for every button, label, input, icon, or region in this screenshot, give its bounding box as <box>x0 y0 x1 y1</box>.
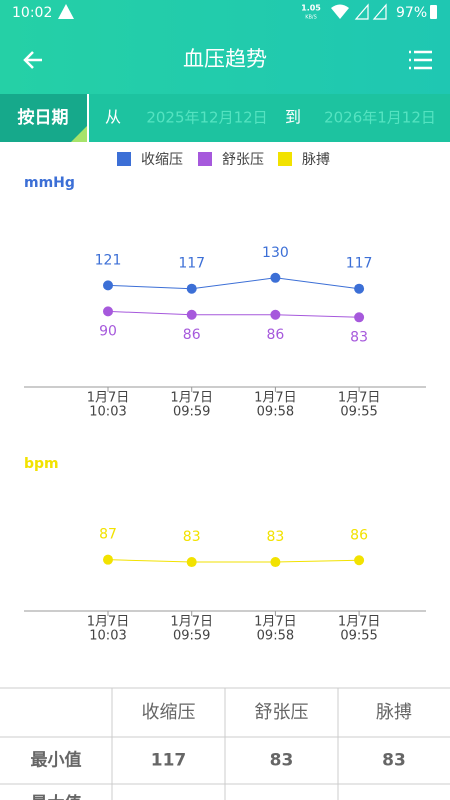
header-cell: 舒张压 <box>255 702 309 723</box>
data-point <box>103 280 113 291</box>
net-unit: KB/S <box>305 15 317 21</box>
cell: 83 <box>382 751 406 771</box>
x-tick-label: 10:03 <box>89 405 126 420</box>
data-point <box>186 309 197 320</box>
legend-label: 舒张压 <box>222 152 264 168</box>
data-label: 90 <box>99 323 117 339</box>
x-tick-label: 09:59 <box>173 629 210 644</box>
data-point <box>186 557 197 568</box>
x-tick-label: 1月7日 <box>338 391 381 406</box>
tab-corner <box>71 126 87 142</box>
end-date[interactable]: 2026年1月12日 <box>324 109 436 127</box>
y-axis-label: mmHg <box>24 175 75 191</box>
data-label: 86 <box>350 527 368 543</box>
mode-label: 按日期 <box>18 107 69 128</box>
legend-swatch <box>198 152 212 166</box>
data-point <box>270 272 281 283</box>
clock: 10:02 <box>12 5 52 21</box>
data-label: 117 <box>178 256 205 272</box>
header-cell: 收缩压 <box>142 702 196 723</box>
x-tick-label: 09:58 <box>257 405 294 420</box>
page-title: 血压趋势 <box>183 47 267 71</box>
series-line <box>107 559 360 563</box>
x-tick-label: 10:03 <box>89 629 126 644</box>
cell: 117 <box>151 751 187 771</box>
data-label: 121 <box>95 252 122 268</box>
legend-swatch <box>278 152 292 166</box>
x-tick-label: 09:55 <box>340 405 377 420</box>
y-axis-label: bpm <box>24 456 59 472</box>
data-point <box>103 306 113 317</box>
data-label: 83 <box>183 529 201 545</box>
from-label: 从 <box>105 108 121 127</box>
legend-swatch <box>117 152 131 166</box>
data-label: 117 <box>346 256 373 272</box>
menu-button[interactable] <box>409 50 432 70</box>
data-point <box>186 283 197 294</box>
x-tick-label: 1月7日 <box>254 615 297 630</box>
battery: 97% <box>396 5 427 21</box>
data-label: 86 <box>266 327 284 343</box>
app-bar <box>0 0 450 94</box>
data-label: 87 <box>99 527 117 543</box>
data-point <box>270 557 281 568</box>
back-button[interactable] <box>23 51 42 69</box>
net-speed: 1.05 <box>301 4 321 13</box>
x-tick-label: 09:55 <box>340 629 377 644</box>
data-point <box>270 309 281 320</box>
series-line <box>107 310 360 318</box>
header-cell: 脉搏 <box>376 702 412 723</box>
legend-label: 脉搏 <box>302 151 330 168</box>
wifi-icon <box>331 4 349 19</box>
x-tick-label: 1月7日 <box>254 391 297 406</box>
charts: 收缩压 舒张压 脉搏mmHg1月7日10:031月7日09:591月7日09:581… <box>24 151 426 644</box>
data-label: 83 <box>266 529 284 545</box>
warning-icon <box>58 4 74 19</box>
x-tick-label: 1月7日 <box>87 615 130 630</box>
x-tick-label: 1月7日 <box>170 615 213 630</box>
data-point <box>354 555 365 566</box>
x-tick-label: 1月7日 <box>87 391 130 406</box>
x-tick-label: 1月7日 <box>338 615 381 630</box>
data-point <box>354 312 365 323</box>
signal-icon <box>354 3 387 20</box>
row-label: 最小值 <box>31 750 82 771</box>
mode-tab[interactable] <box>0 94 87 142</box>
series-line <box>107 277 360 290</box>
x-tick-label: 1月7日 <box>170 391 213 406</box>
start-date[interactable]: 2025年12月12日 <box>146 109 267 127</box>
data-point <box>103 554 113 565</box>
x-tick-label: 09:58 <box>257 629 294 644</box>
to-label: 到 <box>285 108 301 127</box>
x-tick-label: 09:59 <box>173 405 210 420</box>
data-label: 86 <box>183 327 201 343</box>
cell: 83 <box>270 751 294 771</box>
data-point <box>354 283 365 294</box>
legend-label: 收缩压 <box>141 152 183 168</box>
data-label: 130 <box>262 245 289 261</box>
divider <box>87 94 89 142</box>
row-label: 最大值 <box>31 793 82 800</box>
data-label: 83 <box>350 329 368 345</box>
battery-icon <box>430 5 437 19</box>
